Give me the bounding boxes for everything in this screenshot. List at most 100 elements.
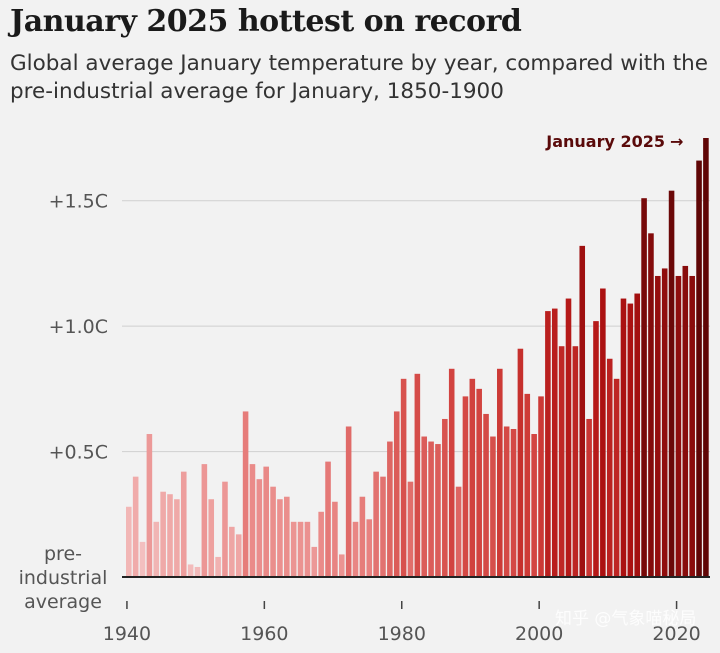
- bar-1973: [352, 521, 359, 577]
- bar-1940: [126, 506, 132, 577]
- bar-1952: [208, 499, 215, 577]
- x-tick-label: 1980: [378, 623, 426, 645]
- bar-2024: [703, 138, 709, 577]
- bar-1957: [242, 411, 249, 577]
- x-ticks: 1940 1960 1980 2000 2020: [103, 601, 701, 645]
- bar-1970: [332, 501, 338, 577]
- bar-1942: [139, 541, 146, 577]
- bar-1977: [380, 476, 386, 577]
- bar-1992: [483, 413, 489, 577]
- bar-2018: [661, 268, 668, 577]
- y-tick-labels: +0.5C +1.0C +1.5C: [49, 191, 108, 464]
- x-tick-label: 2020: [652, 623, 700, 645]
- bar-2001: [545, 311, 551, 577]
- bar-1967: [311, 546, 318, 577]
- bar-1955: [229, 526, 235, 577]
- bar-2002: [551, 308, 558, 577]
- bar-2022: [689, 275, 695, 577]
- bar-1950: [194, 566, 201, 577]
- bar-2019: [668, 190, 675, 577]
- bar-1984: [428, 441, 434, 577]
- bar-1965: [297, 521, 304, 577]
- bar-2016: [648, 233, 654, 577]
- x-tick-label: 1940: [103, 623, 151, 645]
- bar-1947: [174, 499, 180, 577]
- bar-1968: [318, 511, 324, 577]
- bar-1997: [517, 348, 524, 577]
- bar-2013: [627, 303, 634, 577]
- bar-1976: [373, 471, 379, 577]
- bar-2010: [606, 358, 613, 577]
- bar-1975: [366, 519, 373, 577]
- bar-1964: [290, 521, 297, 577]
- bar-1980: [400, 378, 407, 577]
- bar-1985: [435, 444, 441, 577]
- bar-1946: [167, 494, 173, 577]
- bar-1966: [304, 521, 311, 577]
- bar-1943: [146, 434, 153, 577]
- baseline-label-line: pre-: [44, 543, 82, 565]
- bar-2020: [675, 275, 682, 577]
- bar-2011: [613, 378, 620, 577]
- watermark: 知乎 @气象喵秘局: [555, 609, 696, 629]
- chart-subtitle: Global average January temperature by ye…: [10, 51, 708, 104]
- bar-1953: [215, 556, 221, 577]
- bar-1995: [503, 426, 510, 577]
- annotation-label: January 2025: [545, 132, 665, 151]
- bar-1994: [497, 368, 503, 577]
- bar-2023: [696, 160, 702, 577]
- bar-2003: [558, 346, 565, 577]
- bar-1948: [180, 471, 187, 577]
- bar-1999: [531, 434, 537, 577]
- bar-1979: [393, 411, 400, 577]
- bar-1961: [270, 486, 276, 577]
- bar-1990: [469, 378, 476, 577]
- baseline-label-line: average: [24, 591, 102, 613]
- bar-2005: [572, 346, 579, 577]
- bar-1982: [414, 373, 421, 577]
- bar-1960: [263, 466, 269, 577]
- bar-1969: [325, 461, 331, 577]
- bar-2007: [586, 418, 592, 577]
- bar-1941: [132, 476, 139, 577]
- bar-1989: [462, 396, 469, 577]
- x-tick-label: 2000: [515, 623, 563, 645]
- bar-1951: [201, 464, 208, 577]
- bar-2004: [565, 298, 572, 577]
- bar-2006: [579, 245, 586, 577]
- bar-1944: [153, 521, 160, 577]
- bar-1974: [359, 496, 366, 577]
- bar-1993: [490, 436, 496, 577]
- bar-1945: [160, 491, 166, 577]
- y-tick-label: +1.5C: [49, 191, 108, 213]
- bar-1987: [448, 368, 455, 577]
- bar-2021: [682, 265, 689, 577]
- bar-2000: [538, 396, 544, 577]
- annotation-arrow-icon: →: [670, 132, 683, 151]
- bar-1954: [222, 481, 228, 577]
- bar-1991: [476, 388, 482, 577]
- bars: [126, 138, 709, 577]
- bar-2014: [634, 293, 640, 577]
- bar-1983: [421, 436, 428, 577]
- bar-1956: [235, 534, 242, 577]
- bar-1971: [338, 554, 345, 577]
- bar-1986: [442, 418, 448, 577]
- bar-1959: [256, 479, 263, 577]
- bar-1958: [249, 464, 256, 577]
- bar-1996: [510, 428, 517, 577]
- y-tick-label: +0.5C: [49, 442, 108, 464]
- chart-title: January 2025 hottest on record: [10, 4, 522, 39]
- bar-1949: [187, 564, 194, 577]
- bar-1988: [455, 486, 462, 577]
- annotation-january-2025: January 2025 →: [545, 132, 683, 151]
- y-tick-label: +1.0C: [49, 316, 108, 338]
- bar-1981: [407, 481, 414, 577]
- bar-1962: [277, 499, 283, 577]
- x-tick-label: 1960: [240, 623, 288, 645]
- bar-2015: [641, 198, 647, 577]
- baseline-label-line: industrial: [19, 567, 108, 589]
- bar-1963: [284, 496, 290, 577]
